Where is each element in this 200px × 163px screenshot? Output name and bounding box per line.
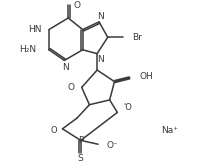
Text: S: S: [77, 154, 83, 163]
Text: P: P: [78, 136, 83, 145]
Text: O⁻: O⁻: [106, 141, 118, 150]
Text: O: O: [74, 1, 81, 10]
Text: OH: OH: [139, 72, 153, 81]
Text: H₂N: H₂N: [19, 45, 36, 54]
Text: N: N: [97, 12, 104, 21]
Text: HN: HN: [28, 25, 41, 34]
Text: Br: Br: [131, 33, 141, 42]
Text: Na⁺: Na⁺: [160, 126, 177, 135]
Text: O: O: [50, 126, 56, 135]
Text: N: N: [62, 63, 68, 72]
Text: 'O: 'O: [123, 103, 131, 112]
Text: O: O: [68, 83, 75, 92]
Text: N: N: [96, 55, 103, 64]
